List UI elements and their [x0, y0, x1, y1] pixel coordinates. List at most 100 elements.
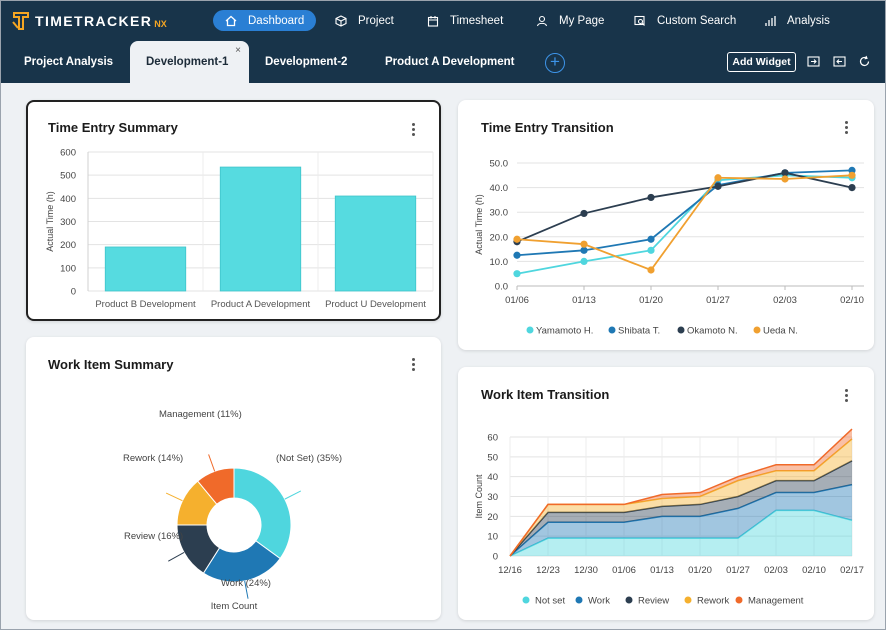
- nav-item-custom-search[interactable]: Custom Search: [634, 10, 736, 31]
- stacked-area-chart: 0 10 20 30 40 50 60 12/16 12/23 12/30 01/06 01/13 01…: [474, 428, 864, 607]
- leader-line: [168, 552, 185, 562]
- tab-label: Project Analysis: [24, 56, 114, 68]
- y-tick-label: 40.0: [490, 183, 509, 194]
- leader-line: [208, 454, 216, 472]
- x-tick-label: 02/03: [764, 565, 788, 576]
- widget-time-entry-summary[interactable]: Time Entry Summary 0 100 200 300 400 500 600 Pr…: [26, 100, 441, 321]
- tab-development-2[interactable]: Development-2: [251, 41, 367, 83]
- bar-chart-icon: [765, 15, 776, 26]
- data-point: [848, 171, 856, 179]
- series-line: [516, 174, 853, 272]
- nav-item-project[interactable]: Project: [335, 10, 394, 31]
- close-icon[interactable]: ×: [235, 45, 241, 56]
- bar-chart: 0 100 200 300 400 500 600 Product B Development…: [45, 148, 434, 310]
- legend-label: Management: [748, 596, 804, 607]
- legend-label: Rework: [697, 596, 729, 607]
- widget-time-entry-transition[interactable]: Time Entry Transition 0.0 10.0 20.0 30.0 40.…: [458, 100, 874, 350]
- y-tick-label: 10: [487, 532, 498, 543]
- widget-title: Work Item Summary: [48, 357, 174, 372]
- y-axis-label: Actual Time (h): [474, 194, 484, 255]
- import-icon[interactable]: [833, 55, 846, 68]
- y-tick-label: 600: [60, 148, 76, 159]
- logo-suffix: NX: [154, 19, 167, 29]
- legend-marker: [684, 596, 692, 604]
- nav-label: Custom Search: [657, 14, 737, 27]
- x-tick-label: 01/20: [639, 295, 663, 306]
- more-options-icon[interactable]: [845, 121, 849, 136]
- legend-label: Work: [588, 596, 610, 607]
- legend-marker: [735, 596, 743, 604]
- app-logo[interactable]: TIMETRACKER NX: [11, 9, 167, 33]
- legend-marker: [677, 326, 685, 334]
- data-point: [580, 257, 588, 265]
- data-point: [714, 182, 722, 190]
- y-tick-label: 30.0: [490, 208, 509, 219]
- tab-label: Development-1: [146, 56, 229, 68]
- widget-title: Time Entry Transition: [481, 120, 614, 135]
- data-point: [513, 270, 521, 278]
- leader-line: [284, 490, 302, 500]
- legend-label: Review: [638, 596, 669, 607]
- x-tick-label: 01/13: [650, 565, 674, 576]
- slice-label: Work (24%): [221, 578, 271, 589]
- widget-work-item-summary[interactable]: Work Item Summary (Not Set) (35%) Work (2…: [26, 337, 441, 620]
- widget-title: Time Entry Summary: [48, 120, 178, 135]
- bar: [334, 195, 417, 292]
- y-tick-label: 0: [493, 552, 498, 563]
- slice-label: Management (11%): [159, 409, 242, 420]
- y-tick-label: 400: [60, 194, 76, 205]
- nav-item-my-page[interactable]: My Page: [536, 10, 604, 31]
- refresh-icon[interactable]: [858, 55, 871, 68]
- cube-icon: [335, 14, 347, 27]
- series-line: [516, 171, 853, 243]
- nav-item-dashboard[interactable]: Dashboard: [213, 10, 317, 31]
- y-tick-label: 30: [487, 492, 498, 503]
- series-line: [509, 483, 853, 557]
- data-point: [580, 240, 588, 248]
- legend-label: Ueda N.: [763, 326, 798, 337]
- y-tick-label: 300: [60, 217, 76, 228]
- top-nav: TIMETRACKER NX Dashboard Project Timeshe…: [1, 1, 885, 40]
- data-point: [513, 251, 521, 259]
- y-tick-label: 20: [487, 512, 498, 523]
- x-tick-label: Product B Development: [95, 299, 196, 310]
- dashboard-tab-bar: Project Analysis Development-1 × Develop…: [1, 40, 885, 83]
- series-area: [510, 460, 852, 556]
- nav-item-analysis[interactable]: Analysis: [764, 10, 830, 31]
- x-tick-label: 12/16: [498, 565, 522, 576]
- data-point: [647, 193, 655, 202]
- nav-item-timesheet[interactable]: Timesheet: [427, 10, 503, 31]
- x-tick-label: 12/23: [536, 565, 560, 576]
- nav-label: Dashboard: [248, 14, 305, 27]
- x-tick-label: 01/27: [726, 565, 750, 576]
- data-point: [647, 266, 655, 274]
- y-tick-label: 20.0: [490, 232, 509, 243]
- slice-label: Rework (14%): [123, 453, 183, 464]
- more-options-icon[interactable]: [412, 123, 416, 138]
- tab-product-a-development[interactable]: Product A Development: [371, 41, 531, 83]
- legend-marker: [625, 596, 633, 604]
- export-icon[interactable]: [807, 55, 820, 68]
- tab-development-1[interactable]: Development-1 ×: [130, 41, 249, 83]
- legend-title: Item Count: [211, 601, 258, 612]
- y-tick-label: 0.0: [495, 282, 508, 293]
- more-options-icon[interactable]: [412, 358, 416, 373]
- y-tick-label: 10.0: [490, 257, 509, 268]
- x-tick-label: 01/06: [505, 295, 529, 306]
- y-tick-label: 40: [487, 472, 498, 483]
- y-tick-label: 50: [487, 452, 498, 463]
- add-widget-button[interactable]: Add Widget: [727, 52, 796, 72]
- y-axis-label: Actual Time (h): [45, 191, 55, 252]
- series-line: [509, 460, 853, 557]
- calendar-icon: [427, 15, 439, 27]
- more-options-icon[interactable]: [845, 389, 849, 404]
- add-tab-icon[interactable]: +: [545, 53, 565, 73]
- x-tick-label: 01/27: [706, 295, 730, 306]
- y-tick-label: 60: [487, 433, 498, 444]
- nav-label: Timesheet: [450, 14, 504, 27]
- widget-work-item-transition[interactable]: Work Item Transition 0 10 20 30 40 50 60 12/16 1…: [458, 367, 874, 620]
- tab-project-analysis[interactable]: Project Analysis: [11, 41, 125, 83]
- data-point: [848, 166, 856, 174]
- donut-chart: (Not Set) (35%) Work (24%) Review (16%) Rew…: [123, 409, 342, 612]
